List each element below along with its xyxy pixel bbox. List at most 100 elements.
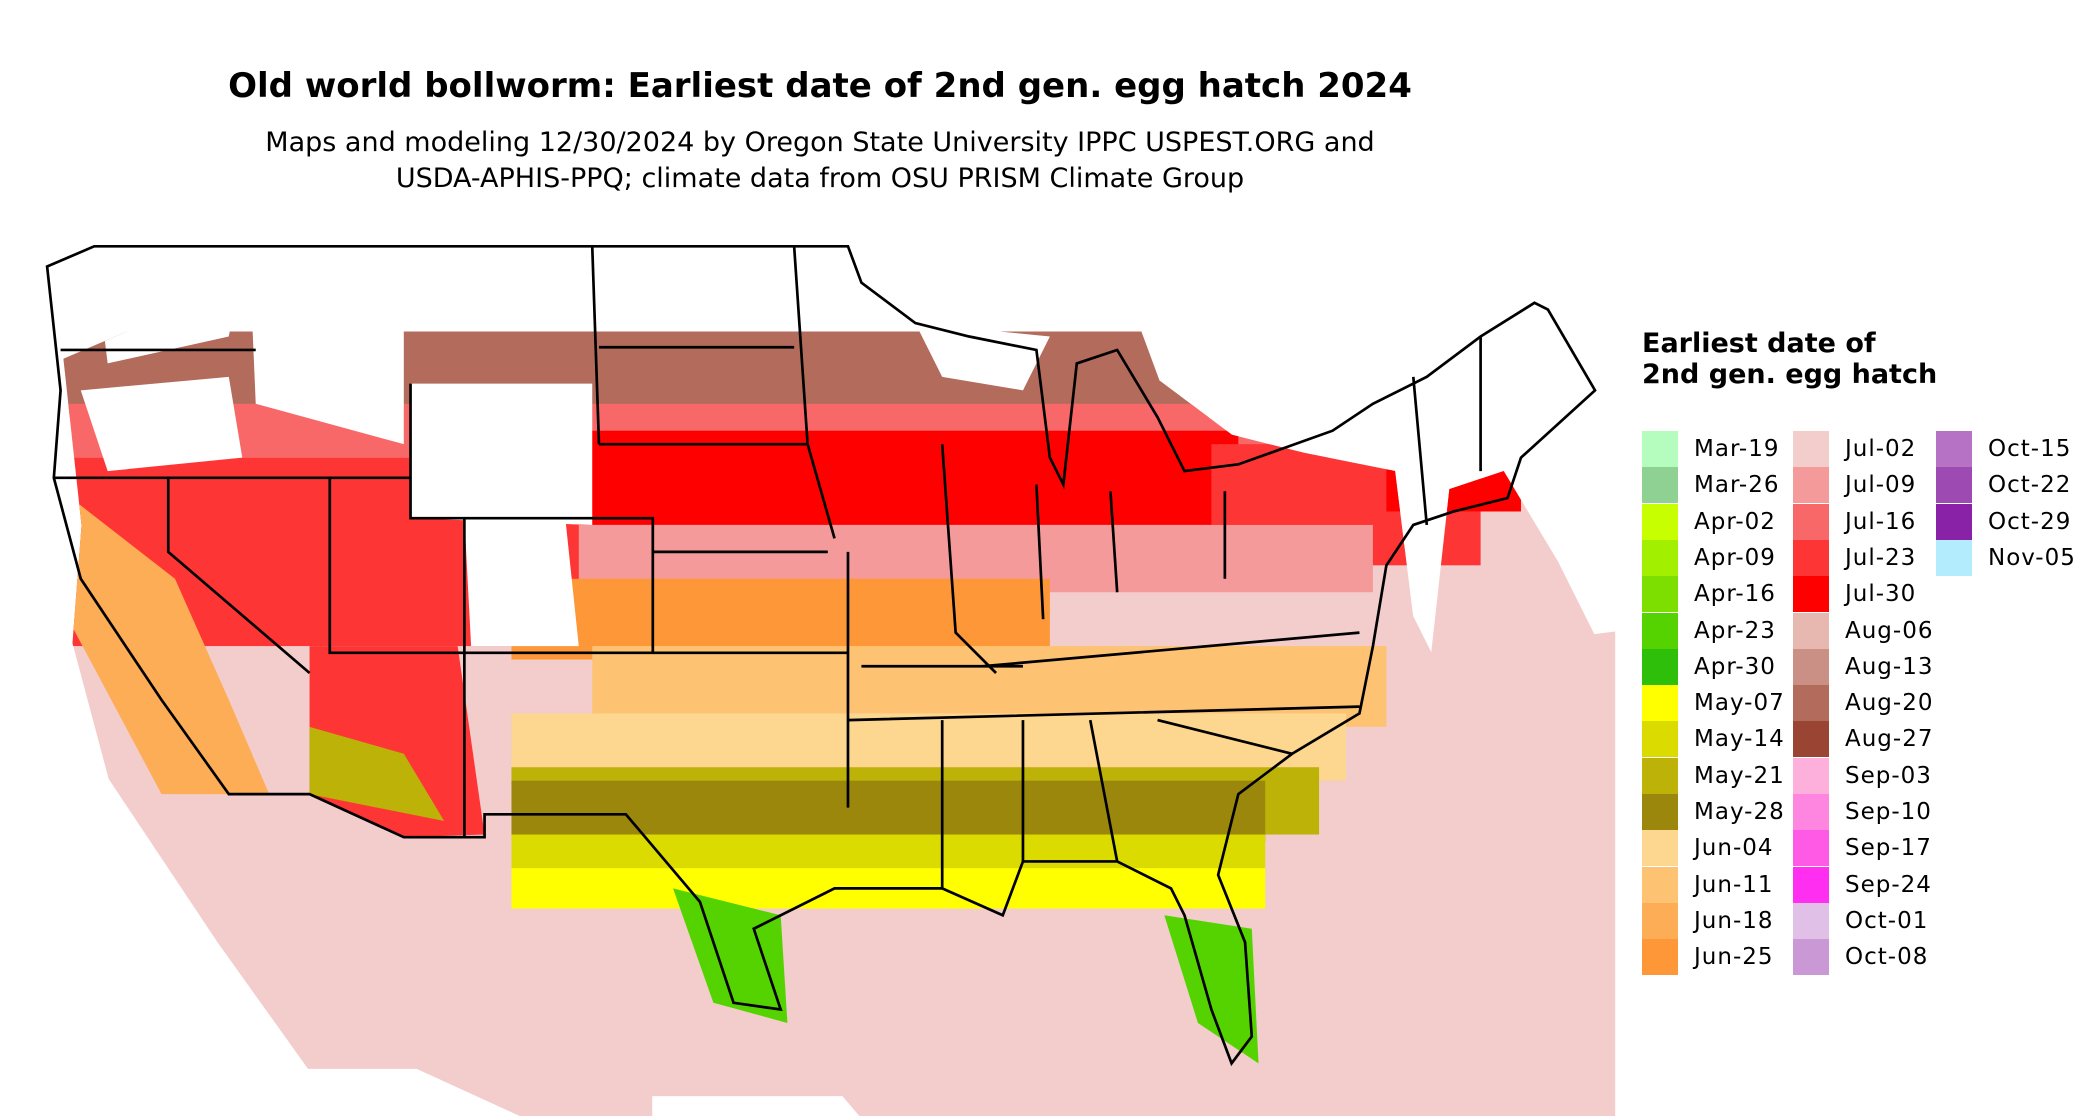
legend-label: Apr-16: [1694, 581, 1776, 608]
legend-title: Earliest date of 2nd gen. egg hatch: [1642, 328, 1938, 390]
legend-swatch: [1793, 503, 1829, 540]
legend-item: Oct-22: [1936, 467, 2072, 504]
legend-item: Jun-25: [1642, 939, 1774, 976]
legend-item: Oct-08: [1793, 939, 1929, 976]
legend-item: May-21: [1642, 757, 1785, 794]
legend-label: Oct-08: [1845, 944, 1929, 971]
legend-label: Jul-30: [1845, 581, 1917, 608]
legend-label: Oct-29: [1988, 508, 2072, 535]
legend-swatch: [1642, 830, 1678, 867]
legend-swatch: [1642, 467, 1678, 504]
legend-item: Apr-23: [1642, 612, 1776, 649]
legend-swatch: [1793, 467, 1829, 504]
legend-label: Sep-10: [1845, 799, 1932, 825]
legend-label: Apr-30: [1694, 653, 1776, 680]
legend-swatch: [1793, 576, 1829, 613]
legend-swatch: [1642, 757, 1678, 794]
legend-swatch: [1936, 467, 1972, 504]
legend-item: Jul-16: [1793, 503, 1917, 540]
legend-swatch: [1642, 866, 1678, 903]
legend-label: Jul-09: [1845, 472, 1917, 499]
legend-item: Sep-03: [1793, 757, 1932, 794]
legend-item: May-07: [1642, 685, 1785, 722]
legend-swatch: [1642, 902, 1678, 939]
legend-swatch: [1642, 431, 1678, 467]
legend-item: May-28: [1642, 794, 1785, 830]
legend-item: Sep-10: [1793, 794, 1932, 830]
legend-label: Jul-16: [1845, 508, 1917, 535]
legend-item: Aug-13: [1793, 648, 1934, 685]
legend-label: Nov-05: [1988, 544, 2076, 571]
legend-swatch: [1642, 612, 1678, 649]
legend-item: May-14: [1642, 721, 1785, 758]
legend-label: Aug-27: [1845, 726, 1934, 753]
legend-label: Jun-11: [1694, 871, 1774, 898]
legend-label: Oct-22: [1988, 472, 2072, 499]
legend-item: Sep-24: [1793, 866, 1932, 903]
legend-label: Jun-18: [1694, 907, 1774, 934]
legend-item: Apr-16: [1642, 576, 1776, 613]
legend-swatch: [1793, 902, 1829, 939]
legend-swatch: [1642, 794, 1678, 830]
legend-label: Sep-17: [1845, 835, 1932, 862]
legend-item: Apr-09: [1642, 539, 1776, 576]
legend-label: May-28: [1694, 799, 1785, 825]
map-subtitle-line-1: Maps and modeling 12/30/2024 by Oregon S…: [265, 127, 1375, 158]
legend-item: Aug-06: [1793, 612, 1934, 649]
legend-item: Jul-02: [1793, 431, 1916, 467]
legend-swatch: [1642, 539, 1678, 576]
legend-item: Nov-05: [1936, 539, 2076, 576]
legend-label: Jul-23: [1845, 544, 1917, 571]
legend-swatch: [1793, 866, 1829, 903]
legend-item: Jun-11: [1642, 866, 1774, 903]
legend-label: Aug-13: [1845, 653, 1934, 680]
legend-swatch: [1793, 939, 1829, 976]
legend-label: Oct-01: [1845, 907, 1929, 934]
legend-label: May-14: [1694, 726, 1785, 753]
legend-label: Jul-02: [1845, 436, 1917, 462]
legend-item: Oct-29: [1936, 503, 2072, 540]
legend-label: Jun-25: [1694, 944, 1774, 971]
legend-item: Aug-27: [1793, 721, 1934, 758]
legend-label: Sep-03: [1845, 762, 1932, 789]
legend-swatch: [1642, 503, 1678, 540]
legend-label: Sep-24: [1845, 871, 1932, 898]
legend-item: Jun-18: [1642, 902, 1774, 939]
legend-label: May-21: [1694, 762, 1785, 789]
legend-label: Apr-02: [1694, 508, 1776, 535]
legend-item: Aug-20: [1793, 685, 1934, 722]
legend-swatch: [1793, 431, 1829, 467]
legend-item: Jun-04: [1642, 830, 1774, 867]
legend-item: Jul-23: [1793, 539, 1917, 576]
legend-item: Mar-19: [1642, 431, 1780, 467]
legend-label: Apr-23: [1694, 617, 1776, 644]
legend-item: Oct-15: [1936, 431, 2071, 467]
legend-swatch: [1642, 685, 1678, 722]
legend-swatch: [1936, 431, 1972, 467]
legend-swatch: [1793, 830, 1829, 867]
us-map: [45, 244, 1640, 1116]
legend-label: Mar-26: [1694, 472, 1780, 499]
map-subtitle-line-2: USDA-APHIS-PPQ; climate data from OSU PR…: [395, 163, 1245, 194]
legend-label: Aug-20: [1845, 690, 1934, 717]
legend-item: Apr-02: [1642, 503, 1776, 540]
legend-swatch: [1793, 612, 1829, 649]
legend-swatch: [1793, 648, 1829, 685]
legend-swatch: [1642, 576, 1678, 613]
legend-item: Apr-30: [1642, 648, 1776, 685]
legend-item: Jul-30: [1793, 576, 1917, 613]
map-raster: [63, 331, 1640, 1116]
legend-swatch: [1642, 939, 1678, 976]
state-borders: [45, 244, 1597, 1067]
legend-swatch: [1793, 539, 1829, 576]
legend-swatch: [1642, 648, 1678, 685]
legend-label: Apr-09: [1694, 544, 1776, 571]
legend-swatch: [1936, 503, 1972, 540]
legend-swatch: [1936, 539, 1972, 576]
legend-label: May-07: [1694, 690, 1785, 717]
legend-item: Jul-09: [1793, 467, 1917, 504]
legend-swatch: [1642, 721, 1678, 758]
legend-label: Aug-06: [1845, 617, 1934, 644]
legend-label: Mar-19: [1694, 436, 1780, 462]
map-title: Old world bollworm: Earliest date of 2nd…: [228, 66, 1412, 106]
